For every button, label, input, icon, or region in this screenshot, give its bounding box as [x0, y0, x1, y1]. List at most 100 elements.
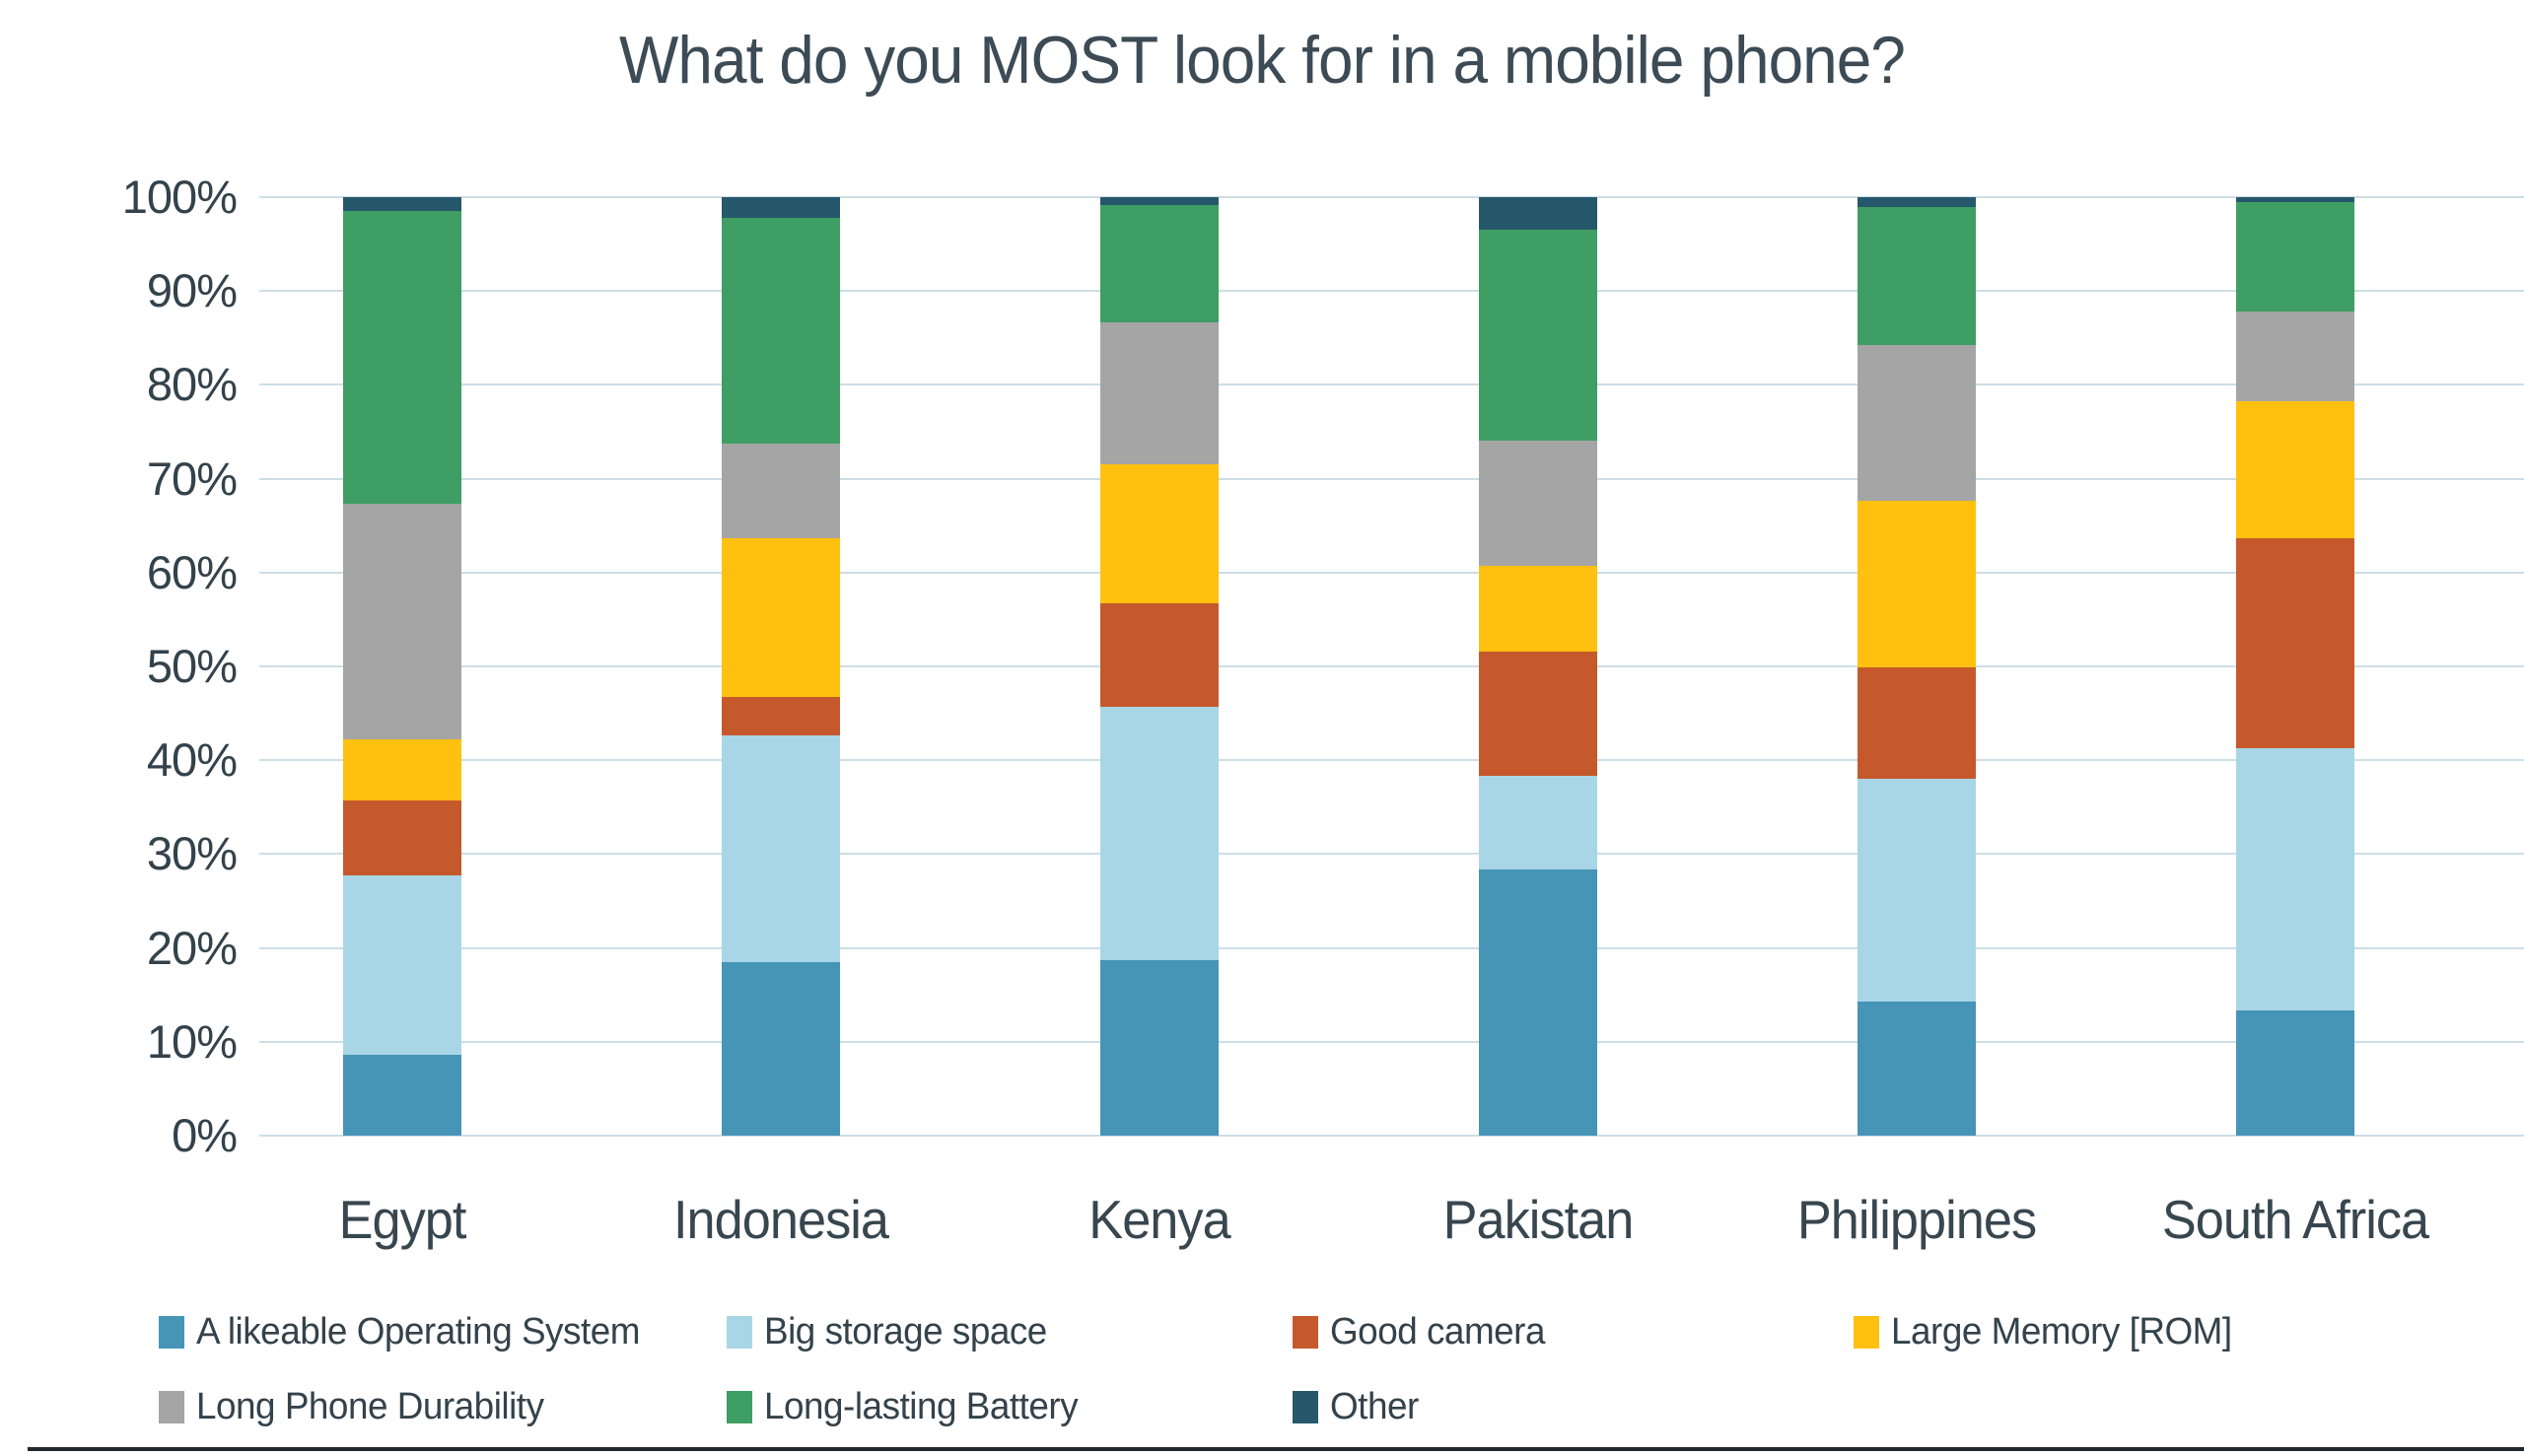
- bar-segment-kenya-long-lasting-battery: [1100, 204, 1219, 322]
- legend-swatch-big-storage-space: [727, 1316, 752, 1349]
- bar-pakistan: [1479, 197, 1597, 1136]
- y-tick-label-10%: 10%: [146, 1014, 238, 1068]
- gridline-90%: [259, 290, 2524, 293]
- bar-segment-philippines-long-phone-durability: [1858, 345, 1976, 502]
- x-axis-label-egypt: Egypt: [338, 1189, 467, 1250]
- bar-segment-indonesia-big-storage-space: [722, 735, 840, 962]
- bar-egypt: [343, 197, 461, 1136]
- bar-segment-egypt-big-storage-space: [343, 875, 461, 1056]
- legend-label-long-phone-durability: Long Phone Durability: [196, 1386, 544, 1427]
- y-tick-label-100%: 100%: [121, 171, 238, 223]
- bar-segment-south-africa-long-lasting-battery: [2236, 201, 2354, 312]
- bar-segment-kenya-a-likeable-operating-system: [1100, 959, 1219, 1136]
- x-axis-label-pakistan: Pakistan: [1442, 1189, 1635, 1250]
- bar-segment-egypt-long-phone-durability: [343, 504, 461, 740]
- bar-segment-kenya-other: [1100, 197, 1219, 205]
- legend-item-large-memory-rom: Large Memory [ROM]: [1854, 1311, 2242, 1353]
- y-tick-label-60%: 60%: [146, 545, 238, 598]
- chart-title: What do you MOST look for in a mobile ph…: [618, 23, 1906, 98]
- legend-item-other: Other: [1293, 1386, 1422, 1428]
- bar-segment-philippines-a-likeable-operating-system: [1858, 1001, 1976, 1136]
- gridline-40%: [259, 759, 2524, 762]
- legend-label-good-camera: Good camera: [1330, 1311, 1545, 1352]
- bar-segment-south-africa-large-memory-rom: [2236, 400, 2354, 538]
- legend-swatch-good-camera: [1293, 1316, 1318, 1349]
- bar-south-africa: [2236, 197, 2354, 1136]
- y-tick-label-40%: 40%: [146, 733, 238, 787]
- bar-segment-south-africa-a-likeable-operating-system: [2236, 1010, 2354, 1136]
- y-tick-label-90%: 90%: [146, 264, 238, 317]
- bar-segment-kenya-big-storage-space: [1100, 706, 1219, 960]
- bar-segment-egypt-long-lasting-battery: [343, 211, 461, 505]
- gridline-20%: [259, 946, 2524, 949]
- gridline-70%: [259, 477, 2524, 480]
- bar-segment-egypt-other: [343, 197, 461, 212]
- gridline-60%: [259, 571, 2524, 574]
- x-axis-label-philippines: Philippines: [1796, 1189, 2037, 1250]
- bar-segment-indonesia-a-likeable-operating-system: [722, 961, 840, 1136]
- bar-segment-kenya-large-memory-rom: [1100, 464, 1219, 604]
- x-axis-label-indonesia: Indonesia: [672, 1189, 889, 1250]
- bar-segment-indonesia-large-memory-rom: [722, 537, 840, 698]
- bar-segment-philippines-large-memory-rom: [1858, 501, 1976, 667]
- legend-swatch-other: [1293, 1391, 1318, 1423]
- gridline-50%: [259, 665, 2524, 667]
- bar-segment-pakistan-a-likeable-operating-system: [1479, 868, 1597, 1136]
- legend-item-long-lasting-battery: Long-lasting Battery: [727, 1386, 1087, 1428]
- bar-kenya: [1100, 197, 1219, 1136]
- legend-item-a-likeable-operating-system: A likeable Operating System: [159, 1311, 654, 1353]
- bar-segment-indonesia-good-camera: [722, 697, 840, 736]
- legend-swatch-large-memory-rom: [1854, 1316, 1879, 1349]
- bar-segment-egypt-good-camera: [343, 800, 461, 876]
- y-tick-label-0%: 0%: [172, 1109, 238, 1161]
- legend-swatch-long-lasting-battery: [727, 1391, 752, 1423]
- legend-item-long-phone-durability: Long Phone Durability: [159, 1386, 554, 1428]
- bar-segment-indonesia-long-lasting-battery: [722, 217, 840, 445]
- legend-item-big-storage-space: Big storage space: [727, 1311, 1056, 1353]
- bar-segment-south-africa-big-storage-space: [2236, 747, 2354, 1011]
- bar-segment-kenya-good-camera: [1100, 603, 1219, 707]
- y-tick-label-20%: 20%: [146, 921, 238, 974]
- bar-segment-philippines-other: [1858, 197, 1976, 208]
- legend-item-good-camera: Good camera: [1293, 1311, 1552, 1353]
- bar-segment-pakistan-big-storage-space: [1479, 776, 1597, 869]
- bar-indonesia: [722, 197, 840, 1136]
- legend-label-a-likeable-operating-system: A likeable Operating System: [196, 1311, 640, 1352]
- bar-segment-philippines-good-camera: [1858, 666, 1976, 780]
- gridline-10%: [259, 1040, 2524, 1043]
- bar-segment-philippines-long-lasting-battery: [1858, 207, 1976, 346]
- gridline-100%: [259, 196, 2524, 198]
- legend-label-long-lasting-battery: Long-lasting Battery: [764, 1386, 1079, 1427]
- bar-segment-pakistan-large-memory-rom: [1479, 566, 1597, 652]
- bar-segment-pakistan-other: [1479, 197, 1597, 231]
- bar-segment-pakistan-long-lasting-battery: [1479, 230, 1597, 441]
- legend-swatch-a-likeable-operating-system: [159, 1316, 184, 1349]
- bar-segment-indonesia-long-phone-durability: [722, 444, 840, 538]
- bar-segment-pakistan-long-phone-durability: [1479, 440, 1597, 567]
- bar-segment-egypt-large-memory-rom: [343, 739, 461, 801]
- bar-segment-south-africa-good-camera: [2236, 537, 2354, 748]
- bar-segment-philippines-big-storage-space: [1858, 779, 1976, 1002]
- legend-label-big-storage-space: Big storage space: [764, 1311, 1047, 1352]
- gridline-30%: [259, 853, 2524, 856]
- gridline-80%: [259, 383, 2524, 386]
- bar-segment-egypt-a-likeable-operating-system: [343, 1055, 461, 1136]
- gridline-0%: [259, 1135, 2524, 1137]
- legend-label-large-memory-rom: Large Memory [ROM]: [1891, 1311, 2232, 1352]
- legend-swatch-long-phone-durability: [159, 1391, 184, 1423]
- bar-segment-kenya-long-phone-durability: [1100, 321, 1219, 465]
- y-tick-label-50%: 50%: [146, 640, 238, 692]
- legend-label-other: Other: [1330, 1386, 1419, 1427]
- bar-segment-south-africa-long-phone-durability: [2236, 312, 2354, 401]
- x-axis-label-south-africa: South Africa: [2161, 1189, 2429, 1250]
- x-axis-label-kenya: Kenya: [1088, 1189, 1230, 1250]
- y-tick-label-70%: 70%: [146, 451, 238, 505]
- y-tick-label-30%: 30%: [146, 827, 238, 880]
- bar-segment-indonesia-other: [722, 197, 840, 218]
- bar-segment-pakistan-good-camera: [1479, 651, 1597, 777]
- bottom-border-line: [28, 1447, 2524, 1451]
- bar-philippines: [1858, 197, 1976, 1136]
